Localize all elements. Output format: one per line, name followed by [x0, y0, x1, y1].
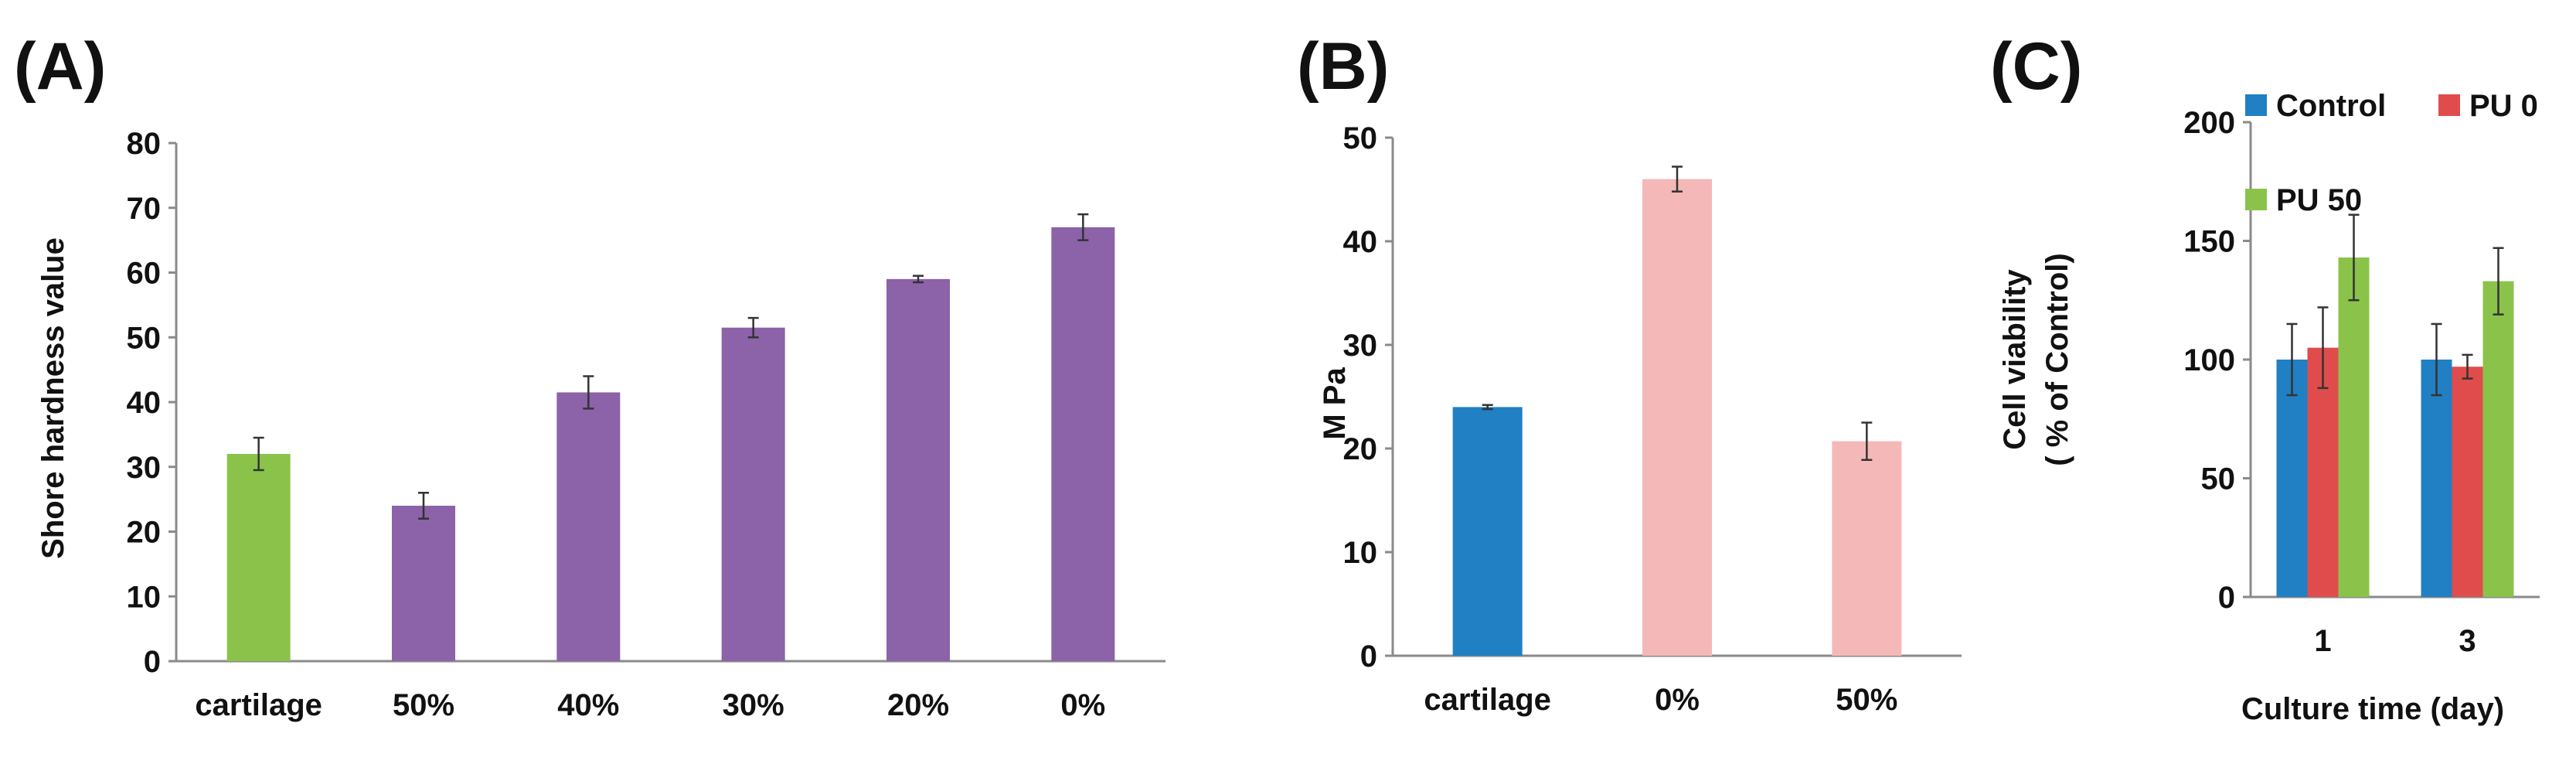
panel-a-bar	[392, 506, 455, 661]
panel-a-bar	[721, 327, 785, 661]
panel-a: (A) Shore hardness value 0 10 20 30 40 50 60 70…	[14, 29, 1165, 722]
panel-b-y-tick-label: 10	[1343, 536, 1378, 570]
panel-c-y-tick-label: 0	[2218, 581, 2235, 615]
panel-c-label: (C)	[1990, 29, 2082, 104]
panel-b-x-tick-label: cartilage	[1424, 683, 1551, 717]
panel-b-y-tick-label: 30	[1343, 329, 1378, 363]
panel-c-legend-label: Control	[2276, 89, 2386, 123]
panel-a-bar	[1051, 227, 1115, 661]
panel-a-y-tick-label: 0	[144, 645, 161, 679]
panel-c-y-tick-label: 150	[2183, 225, 2235, 259]
panel-b-y-tick-label: 20	[1343, 432, 1378, 466]
panel-c: (C) Cell viability ( % of Control) Cultu…	[1990, 29, 2540, 726]
panel-b-bar	[1452, 407, 1523, 656]
panel-a-bar	[226, 454, 291, 661]
panel-b-bar	[1832, 441, 1902, 656]
panel-a-y-axis-title: Shore hardness value	[36, 237, 70, 559]
panel-a-y-tick-label: 80	[127, 127, 162, 161]
panel-a-y-tick-label: 70	[127, 192, 162, 226]
panel-c-legend-swatch	[2438, 94, 2460, 116]
panel-a-y-tick-label: 60	[127, 257, 162, 291]
panel-c-x-tick-label: 3	[2459, 624, 2476, 658]
panel-a-bar	[886, 278, 950, 661]
panel-c-x-axis-title: Culture time (day)	[2241, 692, 2504, 726]
panel-a-x-tick-label: 40%	[557, 688, 619, 722]
panel-c-y-tick-label: 200	[2183, 106, 2235, 140]
panel-b: (B) M Pa 0 10 20 30 40 50 cartilage 0% 50%	[1297, 29, 1962, 717]
panel-c-legend-swatch	[2245, 94, 2267, 116]
panel-a-y-tick-label: 10	[127, 580, 162, 614]
panel-a-y-tick-label: 50	[127, 321, 162, 355]
panel-b-x-tick-label: 50%	[1836, 683, 1897, 717]
panel-b-y-axis-title: M Pa	[1318, 367, 1352, 440]
panel-c-bar	[2482, 281, 2514, 597]
panel-b-bar	[1642, 179, 1712, 657]
panel-c-bar	[2307, 347, 2339, 597]
panel-c-bar	[2421, 360, 2452, 597]
panel-c-x-tick-label: 1	[2314, 624, 2331, 658]
panel-a-x-tick-label: 20%	[887, 688, 949, 722]
panel-c-legend-label: PU 0	[2469, 89, 2538, 123]
panel-a-bar	[556, 392, 621, 661]
panel-a-x-tick-label: 0%	[1060, 688, 1105, 722]
panel-b-y-tick-label: 0	[1360, 640, 1377, 674]
panel-c-bar	[2338, 257, 2370, 597]
panel-b-y-tick-label: 50	[1343, 121, 1378, 155]
panel-c-y-axis-title-line1: Cell viability	[1998, 269, 2032, 450]
panel-a-x-tick-label: 50%	[393, 688, 454, 722]
panel-a-label: (A)	[14, 29, 106, 104]
panel-c-y-axis-title-line2: ( % of Control)	[2040, 253, 2074, 466]
panel-c-bar	[2276, 360, 2308, 597]
panel-c-legend-swatch	[2245, 189, 2267, 210]
panel-a-y-tick-label: 30	[127, 451, 162, 485]
panel-c-y-tick-label: 100	[2183, 343, 2235, 377]
panel-b-y-tick-label: 40	[1343, 225, 1378, 259]
panel-a-y-tick-label: 20	[127, 516, 162, 550]
panel-a-x-tick-label: cartilage	[195, 688, 322, 722]
panel-c-legend-label: PU 50	[2276, 183, 2362, 217]
panel-b-label: (B)	[1297, 29, 1389, 104]
panel-a-y-tick-label: 40	[127, 386, 162, 420]
panel-c-bar	[2452, 367, 2483, 597]
panel-c-y-tick-label: 50	[2201, 462, 2236, 496]
panel-b-x-tick-label: 0%	[1655, 683, 1700, 717]
panel-a-x-tick-label: 30%	[723, 688, 784, 722]
